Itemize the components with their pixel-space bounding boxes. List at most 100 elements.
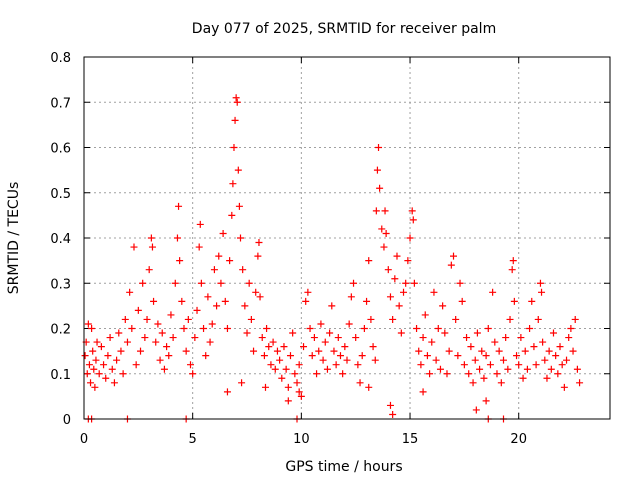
data-point: [156, 356, 164, 364]
data-point: [208, 320, 216, 328]
data-point: [515, 361, 523, 369]
data-point: [506, 315, 514, 323]
data-point: [139, 279, 147, 287]
data-point: [336, 352, 344, 360]
data-point: [380, 243, 388, 251]
data-point: [221, 297, 229, 305]
data-point: [93, 338, 101, 346]
data-point: [231, 116, 239, 124]
data-point: [423, 352, 431, 360]
data-point: [104, 352, 112, 360]
data-point: [486, 361, 494, 369]
data-point: [491, 338, 499, 346]
data-point: [236, 234, 244, 242]
data-point: [350, 279, 358, 287]
data-point: [465, 370, 473, 378]
data-point: [391, 275, 399, 283]
y-tick-label: 0.1: [50, 368, 71, 383]
data-point: [110, 379, 118, 387]
data-point: [195, 243, 203, 251]
data-point: [360, 325, 368, 332]
y-tick-label: 0.5: [50, 187, 71, 202]
y-tick-label: 0.8: [50, 51, 71, 66]
data-point: [384, 266, 392, 274]
y-tick-label: 0.6: [50, 142, 71, 157]
data-point: [106, 334, 114, 342]
data-point: [226, 257, 234, 265]
data-point: [530, 343, 538, 351]
data-point: [538, 288, 546, 296]
data-point: [308, 352, 316, 360]
data-point: [402, 279, 410, 287]
data-point: [456, 279, 464, 287]
data-point: [206, 338, 214, 346]
data-point: [378, 225, 386, 233]
data-point: [536, 279, 544, 287]
data-point: [400, 288, 408, 296]
data-point: [165, 352, 173, 360]
data-point: [489, 288, 497, 296]
data-point: [217, 279, 225, 287]
data-points: [81, 94, 584, 423]
data-point: [386, 293, 394, 301]
data-point: [317, 320, 325, 328]
data-point: [573, 365, 581, 373]
data-point: [154, 320, 162, 328]
data-point: [315, 347, 323, 355]
data-point: [482, 352, 490, 360]
data-point: [565, 334, 573, 342]
data-point: [478, 347, 486, 355]
data-point: [406, 234, 414, 242]
data-point: [241, 302, 249, 310]
data-point: [204, 293, 212, 301]
data-point: [147, 234, 155, 242]
data-point: [554, 370, 562, 378]
data-point: [223, 325, 231, 332]
data-point: [497, 379, 505, 387]
ticks-layer: 0 0.1 0.2 0.3 0.4 0.5 0.6 0.7 0.8 0 5 10 15 20: [50, 51, 610, 447]
data-point: [504, 365, 512, 373]
data-point: [143, 315, 151, 323]
data-point: [426, 370, 434, 378]
data-point: [300, 343, 308, 351]
data-point: [130, 243, 138, 251]
data-point: [450, 252, 458, 260]
data-point: [282, 365, 290, 373]
data-point: [495, 347, 503, 355]
data-point: [191, 334, 199, 342]
data-point: [293, 379, 301, 387]
x-tick-label: 20: [510, 432, 527, 447]
data-point: [83, 370, 91, 378]
data-point: [269, 338, 277, 346]
data-point: [167, 311, 175, 319]
data-point: [439, 302, 447, 310]
data-point: [219, 229, 227, 237]
data-point: [215, 252, 223, 260]
data-point: [148, 243, 156, 251]
chart-title: Day 077 of 2025, SRMTID for receiver pal…: [192, 21, 496, 37]
data-point: [436, 365, 444, 373]
data-point: [469, 379, 477, 387]
data-point: [321, 338, 329, 346]
data-point: [376, 184, 384, 192]
data-point: [563, 356, 571, 364]
data-point: [182, 347, 190, 355]
data-point: [332, 361, 340, 369]
data-point: [310, 334, 318, 342]
data-point: [381, 207, 389, 215]
data-point: [509, 257, 517, 265]
data-point: [295, 361, 303, 369]
data-point: [126, 288, 134, 296]
data-point: [229, 180, 237, 188]
data-point: [371, 356, 379, 364]
data-point: [289, 329, 297, 337]
data-point: [484, 325, 492, 332]
data-point: [373, 166, 381, 174]
data-point: [278, 374, 286, 382]
data-point: [180, 325, 188, 332]
data-point: [260, 352, 268, 360]
data-point: [228, 211, 236, 219]
data-point: [571, 315, 579, 323]
data-point: [513, 352, 521, 360]
